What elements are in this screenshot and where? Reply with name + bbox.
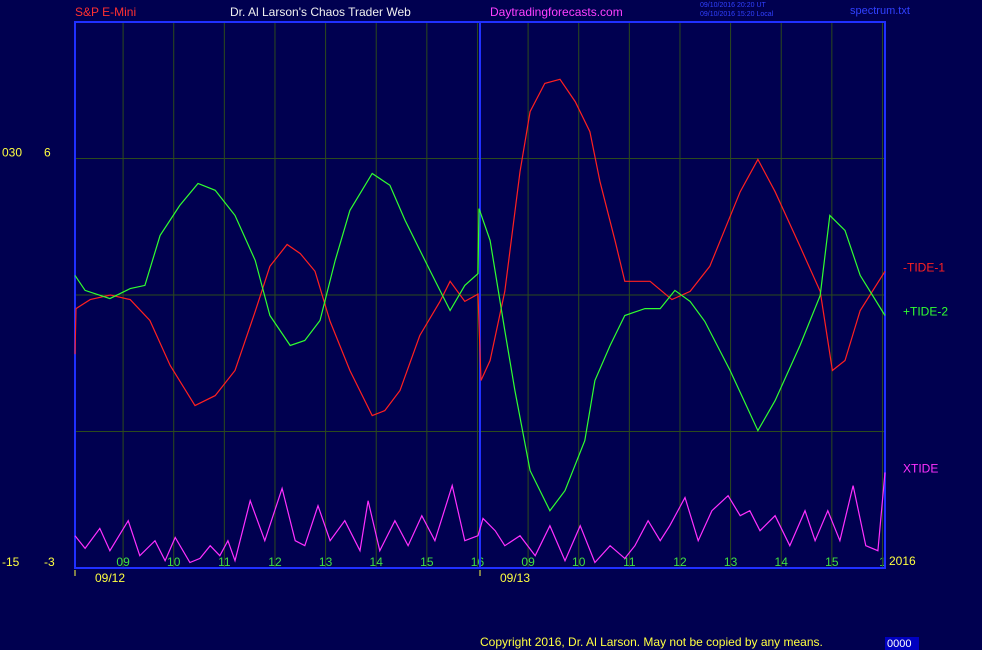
legend-label: +TIDE-2 [903,305,948,319]
day-label: 09/13 [500,571,530,585]
y2-tick-label: -15 [2,555,20,569]
file-name: spectrum.txt [850,5,910,17]
series-line [74,78,886,417]
footer-box [885,637,919,650]
series-line [74,172,886,512]
series-line [74,472,886,564]
y2-tick-label: 030 [2,146,22,160]
symbol: S&P E-Mini [75,5,136,19]
timestamp: 09/10/2016 15:20 Local [700,11,774,18]
y-tick-label: 6 [44,146,51,160]
website: Daytradingforecasts.com [490,5,623,19]
day-label: 09/12 [95,571,125,585]
year-label: 2016 [889,554,916,568]
legend-label: -TIDE-1 [903,261,945,275]
legend-label: XTIDE [903,462,938,476]
footer-code: 0000 [887,638,911,650]
chart-title: Dr. Al Larson's Chaos Trader Web [230,5,411,19]
copyright: Copyright 2016, Dr. Al Larson. May not b… [480,635,823,649]
timestamp: 09/10/2016 20:20 UT [700,2,766,9]
y-tick-label: -3 [44,555,55,569]
